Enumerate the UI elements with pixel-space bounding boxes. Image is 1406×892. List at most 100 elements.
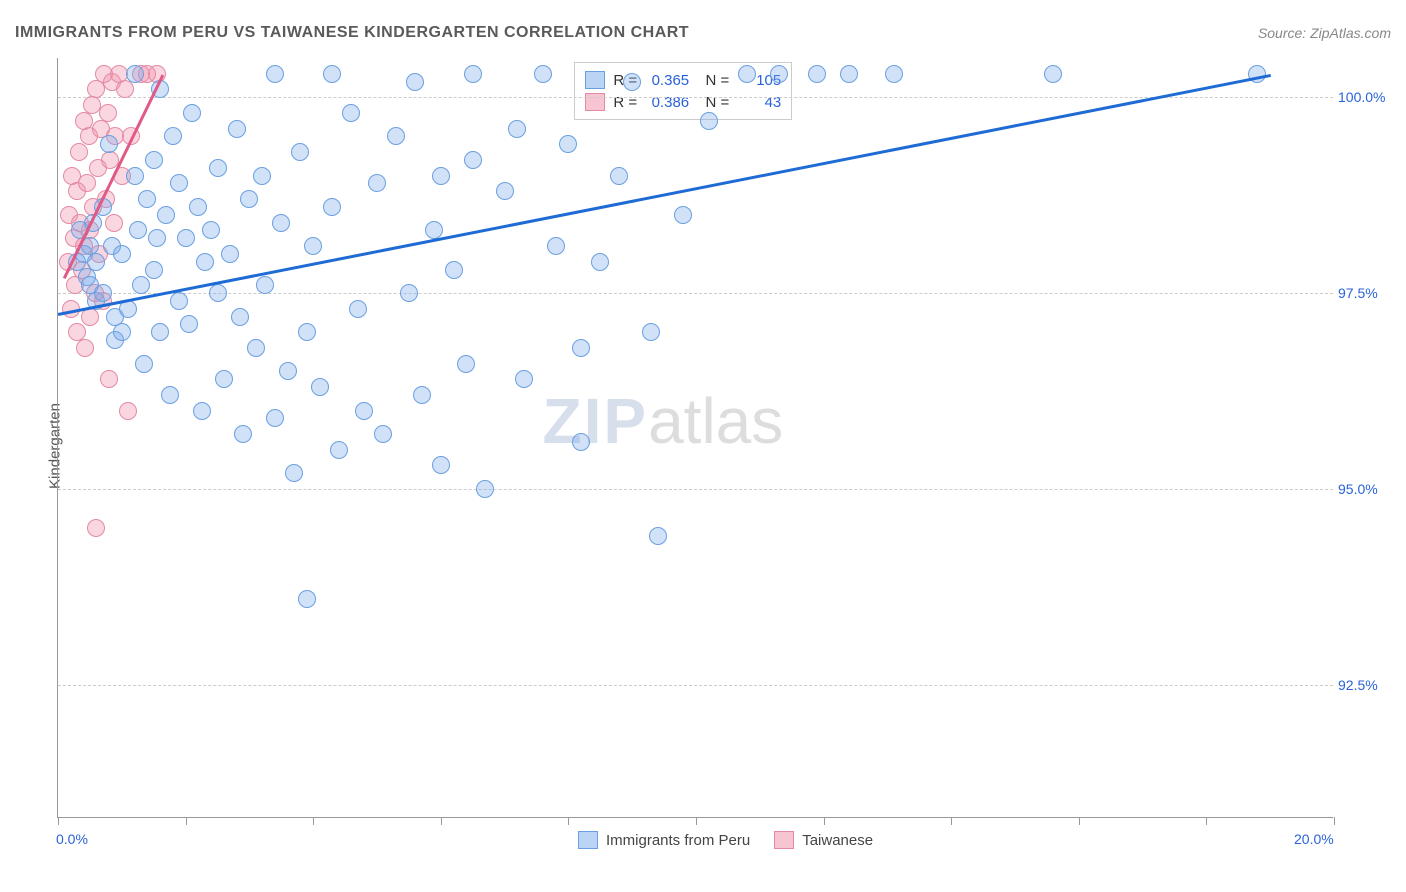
scatter-point (105, 214, 123, 232)
stat-r-value: 0.365 (645, 72, 689, 89)
x-tick (58, 817, 59, 825)
scatter-point (87, 519, 105, 537)
scatter-point (298, 323, 316, 341)
scatter-point (180, 315, 198, 333)
scatter-point (177, 229, 195, 247)
scatter-point (808, 65, 826, 83)
x-tick (824, 817, 825, 825)
scatter-point (129, 221, 147, 239)
scatter-point (145, 151, 163, 169)
scatter-point (591, 253, 609, 271)
x-tick (313, 817, 314, 825)
legend-label: Immigrants from Peru (606, 832, 750, 849)
scatter-point (342, 104, 360, 122)
legend-swatch (578, 831, 598, 849)
scatter-point (368, 174, 386, 192)
scatter-point (400, 284, 418, 302)
scatter-point (266, 65, 284, 83)
title-bar: IMMIGRANTS FROM PERU VS TAIWANESE KINDER… (15, 18, 1391, 48)
scatter-point (885, 65, 903, 83)
scatter-point (642, 323, 660, 341)
scatter-point (406, 73, 424, 91)
scatter-point (559, 135, 577, 153)
x-tick (568, 817, 569, 825)
scatter-point (126, 167, 144, 185)
scatter-point (100, 135, 118, 153)
scatter-point (457, 355, 475, 373)
y-tick-label: 100.0% (1338, 89, 1393, 105)
scatter-point (323, 65, 341, 83)
scatter-point (387, 127, 405, 145)
legend-stats-row: R =0.386 N =43 (585, 91, 781, 113)
scatter-point (196, 253, 214, 271)
x-tick (441, 817, 442, 825)
scatter-point (113, 245, 131, 263)
scatter-point (464, 65, 482, 83)
scatter-point (291, 143, 309, 161)
scatter-point (170, 292, 188, 310)
scatter-point (228, 120, 246, 138)
scatter-point (170, 174, 188, 192)
scatter-point (266, 409, 284, 427)
legend-swatch (774, 831, 794, 849)
legend-swatch (585, 93, 605, 111)
scatter-point (700, 112, 718, 130)
chart-container: IMMIGRANTS FROM PERU VS TAIWANESE KINDER… (0, 0, 1406, 892)
scatter-point (432, 167, 450, 185)
x-min-label: 0.0% (56, 831, 88, 847)
scatter-point (148, 229, 166, 247)
scatter-point (132, 276, 150, 294)
stat-r-value: 0.386 (645, 94, 689, 111)
watermark-zip: ZIP (543, 385, 649, 457)
scatter-point (547, 237, 565, 255)
legend-item: Taiwanese (774, 831, 873, 849)
stat-r-label: R = (613, 94, 637, 111)
scatter-point (311, 378, 329, 396)
scatter-point (100, 370, 118, 388)
scatter-point (272, 214, 290, 232)
legend-label: Taiwanese (802, 832, 873, 849)
scatter-point (508, 120, 526, 138)
scatter-point (78, 174, 96, 192)
y-tick-label: 95.0% (1338, 481, 1393, 497)
gridline-h (58, 293, 1333, 294)
scatter-point (572, 339, 590, 357)
scatter-point (496, 182, 514, 200)
scatter-point (116, 80, 134, 98)
stat-n-value: 43 (737, 94, 781, 111)
scatter-point (770, 65, 788, 83)
scatter-point (202, 221, 220, 239)
chart-title: IMMIGRANTS FROM PERU VS TAIWANESE KINDER… (15, 24, 689, 42)
scatter-point (476, 480, 494, 498)
scatter-point (234, 425, 252, 443)
scatter-point (221, 245, 239, 263)
scatter-point (256, 276, 274, 294)
gridline-h (58, 489, 1333, 490)
scatter-point (279, 362, 297, 380)
scatter-point (215, 370, 233, 388)
scatter-point (464, 151, 482, 169)
scatter-point (161, 386, 179, 404)
watermark-atlas: atlas (648, 385, 783, 457)
scatter-point (304, 237, 322, 255)
legend-swatch (585, 71, 605, 89)
scatter-point (298, 590, 316, 608)
source-label: Source: ZipAtlas.com (1258, 25, 1391, 41)
scatter-point (138, 190, 156, 208)
scatter-point (374, 425, 392, 443)
x-tick (1206, 817, 1207, 825)
scatter-point (253, 167, 271, 185)
legend-stats-box: R =0.365 N =105R =0.386 N =43 (574, 62, 792, 120)
scatter-point (151, 323, 169, 341)
scatter-point (355, 402, 373, 420)
scatter-point (99, 104, 117, 122)
scatter-point (145, 261, 163, 279)
legend-item: Immigrants from Peru (578, 831, 750, 849)
scatter-point (349, 300, 367, 318)
scatter-point (183, 104, 201, 122)
scatter-point (135, 355, 153, 373)
bottom-legend: Immigrants from Peru Taiwanese (578, 831, 873, 849)
scatter-point (76, 339, 94, 357)
scatter-point (247, 339, 265, 357)
scatter-point (285, 464, 303, 482)
